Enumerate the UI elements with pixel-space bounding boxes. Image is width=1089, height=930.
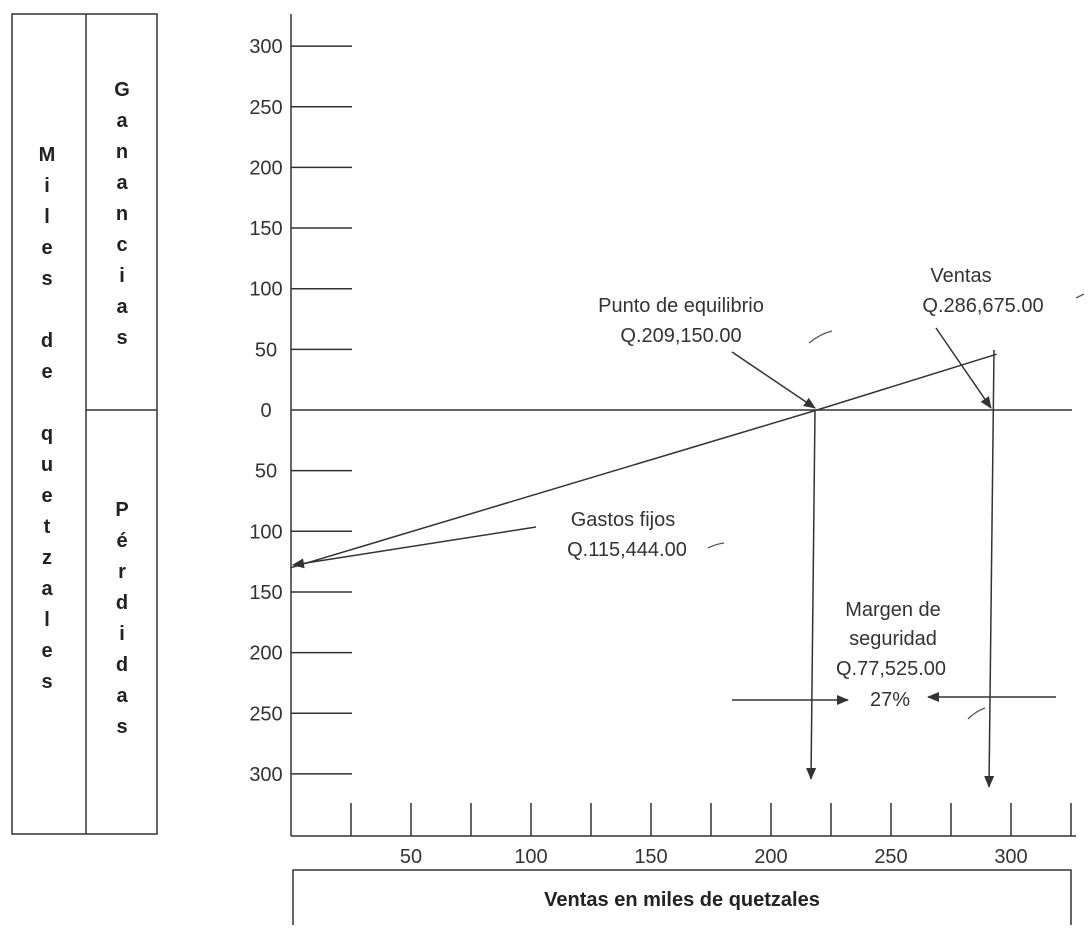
perdidas-letter: P (115, 499, 128, 521)
profit-loss-line (290, 353, 997, 569)
x-axis-title-box: Ventas en miles de quetzales (292, 869, 1072, 925)
check-mark (967, 707, 986, 720)
perdidas-letter: é (116, 530, 127, 552)
y-tick-label: 50 (255, 339, 277, 361)
sales-value: Q.286,675.00 (922, 295, 1043, 317)
x-tick-label: 200 (754, 846, 787, 868)
y-axis-label-letter: e (41, 640, 52, 662)
sales-annotation: Ventas Q.286,675.00 (922, 265, 1043, 317)
break-even-leader (731, 351, 816, 409)
break-even-value: Q.209,150.00 (620, 325, 741, 347)
x-tick-label: 300 (994, 846, 1027, 868)
sales-label: Ventas (930, 265, 991, 287)
perdidas-letter: d (116, 592, 128, 614)
y-ticks: 300 250 200 150 100 50 0 50 100 150 200 250 300 (249, 36, 352, 786)
y-tick-label: 100 (249, 279, 282, 301)
y-tick-label: 150 (249, 582, 282, 604)
y-axis-label-letter: l (44, 609, 50, 631)
y-tick-label: 0 (260, 400, 271, 422)
y-tick-label: 50 (255, 461, 277, 483)
y-tick-label: 150 (249, 218, 282, 240)
y-tick-label: 200 (249, 157, 282, 179)
ganancias-letter: a (116, 172, 128, 194)
y-axis-label-letter: s (41, 268, 52, 290)
y-axis-label-letter: e (41, 485, 52, 507)
break-even-drop-arrow (806, 409, 817, 780)
y-axis-label-letter: a (41, 578, 53, 600)
check-mark (808, 330, 833, 344)
y-axis-label-letter: M (39, 144, 56, 166)
x-tick-label: 150 (634, 846, 667, 868)
fixed-costs-value: Q.115,444.00 (567, 539, 687, 561)
y-axis-label-letter: e (41, 237, 52, 259)
x-tick-label: 100 (514, 846, 547, 868)
ganancias-letter: c (116, 234, 127, 256)
x-tick-label: 250 (874, 846, 907, 868)
y-axis-label-letter: i (44, 175, 50, 197)
y-axis-label-letter: z (42, 547, 52, 569)
break-even-label: Punto de equilibrio (598, 295, 764, 317)
y-axis-label-letter: l (44, 206, 50, 228)
sales-drop-arrow (984, 349, 995, 788)
fixed-costs-annotation: Gastos fijos Q.115,444.00 (567, 509, 687, 561)
y-label-panel-frame (11, 13, 158, 835)
y-tick-label: 100 (249, 521, 282, 543)
y-tick-label: 300 (249, 764, 282, 786)
perdidas-letter: r (118, 561, 126, 583)
ganancias-letter: a (116, 110, 128, 132)
y-axis-label-letter: e (41, 361, 52, 383)
safety-margin-label-line1: Margen de (845, 599, 941, 621)
fixed-costs-label: Gastos fijos (571, 509, 675, 531)
fixed-costs-leader (292, 526, 537, 569)
ganancias-letter: n (116, 203, 128, 225)
y-axis-label-letter: t (44, 516, 51, 538)
y-axis-label-letter: q (41, 423, 53, 445)
safety-margin-value: Q.77,525.00 (836, 658, 946, 680)
y-axis-label-letter: d (41, 330, 53, 352)
x-ticks: 50 100 150 200 250 300 (350, 803, 1072, 868)
ganancias-letter: G (114, 79, 130, 101)
safety-margin-label-line2: seguridad (849, 628, 937, 650)
y-tick-label: 200 (249, 643, 282, 665)
x-tick-label: 50 (400, 846, 422, 868)
y-tick-label: 250 (249, 703, 282, 725)
sales-leader (935, 327, 992, 409)
check-mark (707, 542, 725, 549)
ganancias-letter: i (119, 265, 125, 287)
break-even-annotation: Punto de equilibrio Q.209,150.00 (598, 295, 764, 347)
safety-margin-percent: 27% (870, 689, 910, 711)
x-axis-title-frame (292, 869, 1072, 925)
perdidas-letter: a (116, 685, 128, 707)
ganancias-letter: n (116, 141, 128, 163)
ganancias-letter: s (116, 327, 127, 349)
perdidas-letter: d (116, 654, 128, 676)
check-mark (1075, 293, 1085, 299)
perdidas-letter: i (119, 623, 125, 645)
y-axis-label-letter: u (41, 454, 53, 476)
axes (290, 14, 1076, 837)
perdidas-letter: s (116, 716, 127, 738)
y-tick-label: 300 (249, 36, 282, 58)
safety-margin-annotation: Margen de seguridad Q.77,525.00 27% (836, 599, 946, 711)
y-tick-label: 250 (249, 97, 282, 119)
x-axis-title: Ventas en miles de quetzales (544, 889, 820, 911)
y-axis-label-letter: s (41, 671, 52, 693)
ganancias-letter: a (116, 296, 128, 318)
